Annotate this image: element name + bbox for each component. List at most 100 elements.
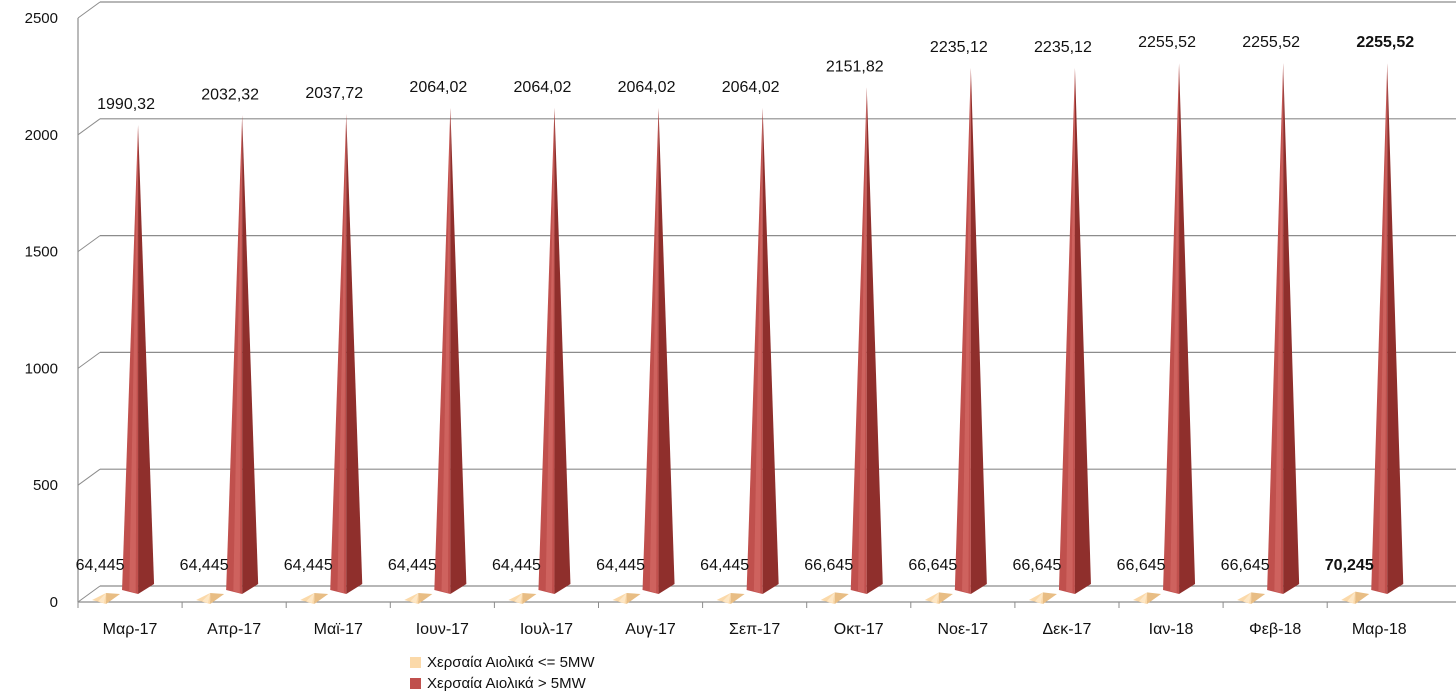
bar-large-wind [538,107,571,595]
bar-large-wind-highlight [441,107,451,594]
bar-small-wind [1341,591,1370,604]
bar-small-wind-right-face [1251,592,1266,604]
bar-large-wind-right-face [242,115,259,594]
gridline-depth [77,585,101,603]
bar-small-wind-right-face [1147,592,1162,604]
data-label-large-wind: 2255,52 [1242,34,1300,51]
bar-large-wind [746,107,779,595]
data-label-small-wind: 66,645 [804,557,853,574]
bar-large-wind-highlight [1066,67,1075,593]
bar-small-wind [1133,592,1162,604]
data-label-small-wind: 66,645 [1221,557,1270,574]
legend-label-small-wind: Χερσαία Αιολικά <= 5MW [427,654,595,671]
x-tick-label: Φεβ-18 [1249,621,1301,638]
bar-large-wind [330,113,363,594]
bar-small-wind-highlight [618,592,627,603]
bar-small-wind [1028,592,1057,604]
bar-large-wind-right-face [450,107,467,595]
legend-item-small-wind: Χερσαία Αιολικά <= 5MW [410,652,595,673]
gridline-depth [77,351,101,369]
data-label-large-wind: 2235,12 [1034,39,1092,56]
data-label-large-wind: 2255,52 [1138,34,1196,51]
gridline-depth [77,1,101,19]
bar-large-wind-highlight [1378,63,1388,593]
bar-small-wind-highlight [1243,592,1252,603]
y-tick-label: 500 [33,477,58,494]
x-tick-label: Ιουλ-17 [520,621,573,638]
bar-small-wind [404,592,433,604]
bar-small-wind-right-face [1355,591,1370,604]
data-label-small-wind: 70,245 [1325,557,1374,574]
bar-small-wind-highlight [1035,592,1043,603]
bar-small-wind [820,592,849,604]
data-label-large-wind: 2032,32 [201,86,259,103]
data-label-large-wind: 2064,02 [618,79,676,96]
bar-small-wind-right-face [1042,592,1057,604]
bar-small-wind-highlight [514,592,523,603]
bar-large-wind-highlight [1170,63,1180,593]
bar-small-wind-highlight [1139,592,1148,603]
bar-small-wind-highlight [931,592,939,603]
bar-small-wind [508,592,537,604]
gridline-depth [77,468,101,486]
x-tick-label: Οκτ-17 [834,621,884,638]
bar-small-wind-right-face [834,592,849,604]
gridline-depth [77,235,101,253]
bar-large-wind-right-face [762,107,779,595]
data-label-small-wind: 64,445 [180,557,229,574]
y-tick-label: 1500 [25,244,58,261]
bar-large-wind-right-face [138,125,155,594]
bar-small-wind-highlight [827,592,835,603]
data-label-large-wind: 2064,02 [409,79,467,96]
bar-small-wind-right-face [730,592,745,604]
data-label-small-wind: 64,445 [700,557,749,574]
bar-large-wind-right-face [1074,67,1091,594]
bar-large-wind [1371,63,1404,594]
y-axis-ticks: 0 500 1000 1500 2000 2500 [25,10,58,611]
data-label-small-wind: 64,445 [284,557,333,574]
x-tick-label: Σεπ-17 [729,621,780,638]
bar-small-wind-highlight [306,592,315,603]
bar-large-wind [1163,63,1196,594]
bar-large-wind-highlight [962,67,971,593]
data-label-small-wind: 66,645 [1117,557,1166,574]
bar-large-wind [1058,67,1091,594]
x-tick-label: Δεκ-17 [1042,621,1091,638]
bar-large-wind-right-face [658,107,675,595]
legend: Χερσαία Αιολικά <= 5MW Χερσαία Αιολικά >… [410,652,595,694]
x-tick-label: Αυγ-17 [625,621,676,638]
bar-small-wind-right-face [210,592,225,604]
bar-large-wind-highlight [1274,63,1284,593]
x-tick-label: Μαρ-17 [103,621,158,638]
data-labels: 64,445 1990,32 64,445 2032,32 64,445 2037,72 6… [76,34,1415,574]
bar-large-wind-highlight [753,107,763,594]
bar-small-wind-highlight [1347,591,1356,603]
bar-large-wind [954,67,987,594]
bar-small-wind-highlight [98,592,107,603]
data-label-large-wind: 1990,32 [97,96,155,113]
data-label-small-wind: 64,445 [76,557,125,574]
bar-large-wind-highlight [649,107,659,594]
bar-large-wind-right-face [554,107,571,595]
bar-small-wind-highlight [410,592,419,603]
bar-small-wind [92,592,121,604]
bar-large-wind [642,107,675,595]
x-axis-labels: Μαρ-17 Απρ-17 Μαϊ-17 Ιουν-17 Ιουλ-17 Αυγ-17 Σε… [77,602,1407,638]
legend-item-large-wind: Χερσαία Αιολικά > 5MW [410,673,595,694]
y-tick-label: 2000 [25,127,58,144]
legend-label-large-wind: Χερσαία Αιολικά > 5MW [427,675,586,692]
data-label-small-wind: 64,445 [388,557,437,574]
bar-small-wind [196,592,225,604]
bar-large-wind-highlight [233,115,243,593]
x-tick-label: Ιαν-18 [1149,621,1194,638]
bar-large-wind [434,107,467,595]
bar-large-wind-right-face [1179,63,1196,594]
data-label-large-wind: 2151,82 [826,58,884,75]
bar-large-wind [850,87,883,595]
bar-small-wind [300,592,329,604]
bars [92,63,1404,604]
bar-small-wind-right-face [938,592,953,604]
bar-small-wind [924,592,953,604]
